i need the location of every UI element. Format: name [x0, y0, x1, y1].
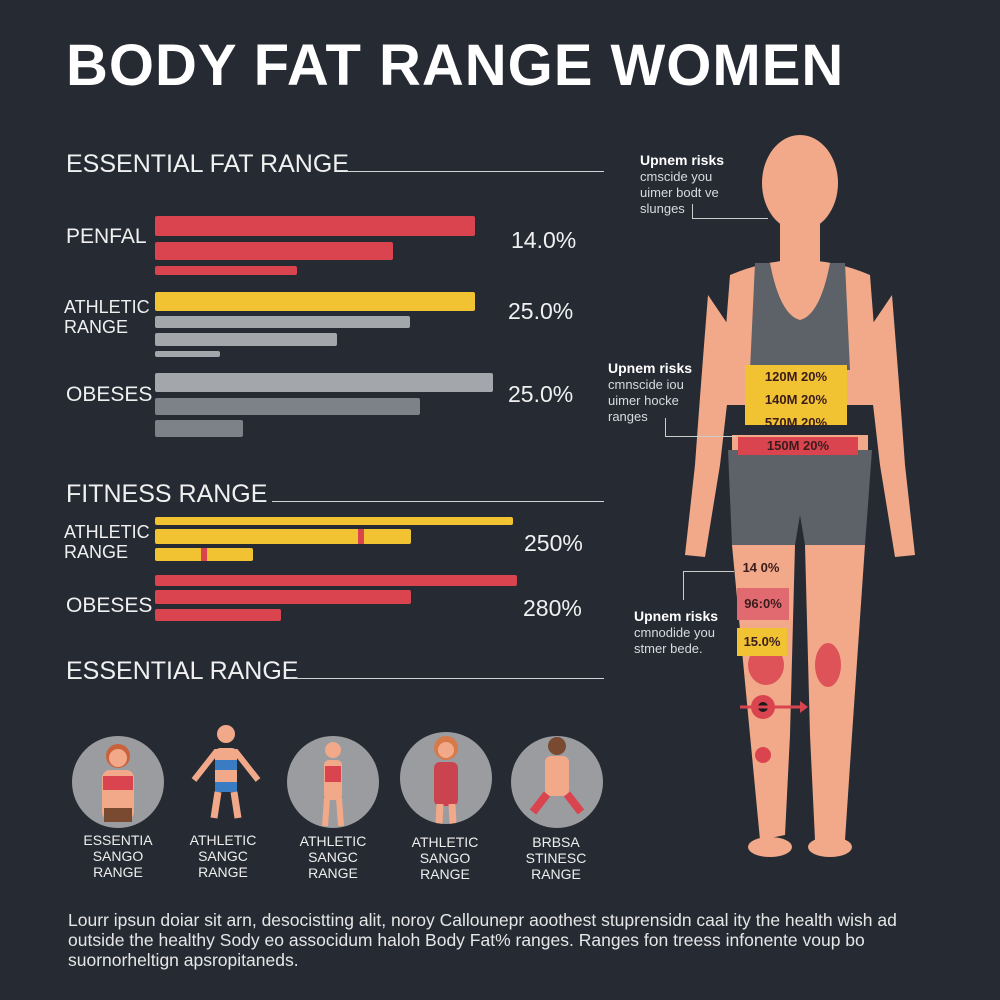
bar — [155, 529, 411, 544]
group-value-athletic: 250% — [524, 530, 583, 556]
figure-label: BRBSA STINESC RANGE — [525, 834, 587, 882]
callout-title: Upnem risks — [640, 152, 725, 168]
woman-figure-icon — [322, 742, 344, 827]
leg-band-label: 96:0% — [737, 588, 789, 620]
waist-band-label: 570M 20% — [764, 415, 828, 430]
bar — [155, 316, 410, 328]
divider — [289, 678, 604, 679]
group-label-obeses: OBESES — [66, 383, 153, 406]
callout-body: cmnscide iou uimer hocke ranges — [608, 377, 684, 424]
woman-figure-icon — [434, 736, 458, 824]
divider — [347, 171, 604, 172]
group-value-obeses: 25.0% — [508, 381, 574, 407]
bar — [155, 266, 297, 275]
figure-circle — [400, 732, 492, 824]
waist-band-yellow — [745, 365, 847, 425]
figure-circle — [511, 736, 603, 828]
bar — [155, 216, 475, 236]
callout-body: cmscide you uimer bodt ve slunges — [640, 169, 719, 216]
waist-band-label: 140M 20% — [764, 392, 828, 407]
woman-figure-icon — [191, 725, 261, 819]
figure-circle — [287, 736, 379, 828]
callout-body: cmnodide you stmer bede. — [634, 625, 715, 656]
section-heading-essential-fat: ESSENTIAL FAT RANGE — [66, 150, 349, 178]
footer-text: Lourr ipsun doiar sit arn, desocistting … — [68, 910, 897, 970]
waist-band-label: 120M 20% — [764, 369, 828, 384]
woman-figure-icon — [529, 737, 585, 815]
leg-band-label: 15.0% — [737, 628, 787, 656]
callout: Upnem risks cmnscide iou uimer hocke ran… — [608, 360, 692, 425]
figure-label: ATHLETIC SANGO RANGE — [411, 834, 479, 882]
bar — [155, 242, 393, 260]
group-value-obeses: 280% — [523, 595, 582, 621]
callout-title: Upnem risks — [634, 608, 719, 624]
bar — [155, 575, 517, 586]
bar — [155, 420, 243, 437]
callout-leader-line — [683, 571, 734, 600]
bar — [155, 333, 337, 346]
bar — [155, 398, 420, 415]
figure-label: ATHLETIC SANGC RANGE — [189, 832, 257, 880]
group-label-obeses: OBESES — [66, 594, 153, 617]
group-value-penfal: 14.0% — [511, 227, 577, 253]
divider — [272, 501, 604, 502]
bar — [155, 609, 281, 621]
bar — [155, 351, 220, 357]
waist-band-label: 150M 20% — [738, 437, 858, 455]
section-heading-essential: ESSENTIAL RANGE — [66, 657, 299, 685]
callout: Upnem risks cmscide you uimer bodt ve sl… — [640, 152, 724, 217]
bar — [155, 373, 493, 392]
page-title: BODY FAT RANGE WOMEN — [66, 33, 845, 98]
figure-label: ATHLETIC SANGC RANGE — [299, 833, 367, 881]
body-figure-illustration — [685, 135, 915, 857]
leg-band-label: 14 0% — [742, 560, 780, 575]
section-heading-fitness: FITNESS RANGE — [66, 480, 268, 508]
bar — [155, 517, 513, 525]
bar — [155, 292, 475, 311]
group-value-athletic: 25.0% — [508, 298, 574, 324]
callout-leader-line — [692, 204, 768, 219]
callout: Upnem risks cmnodide you stmer bede. — [634, 608, 718, 657]
callout-title: Upnem risks — [608, 360, 693, 376]
group-label-athletic: ATHLETIC RANGE — [64, 522, 150, 562]
group-label-athletic: ATHLETIC RANGE — [64, 297, 150, 337]
group-label-penfal: PENFAL — [66, 225, 147, 248]
callout-leader-line — [665, 418, 736, 437]
bar-marker — [201, 548, 207, 561]
figure-label: ESSENTIA SANGO RANGE — [83, 832, 153, 880]
bar — [155, 590, 411, 604]
woman-figure-icon — [102, 744, 134, 822]
figure-circle — [72, 736, 164, 828]
bar-marker — [358, 529, 364, 544]
